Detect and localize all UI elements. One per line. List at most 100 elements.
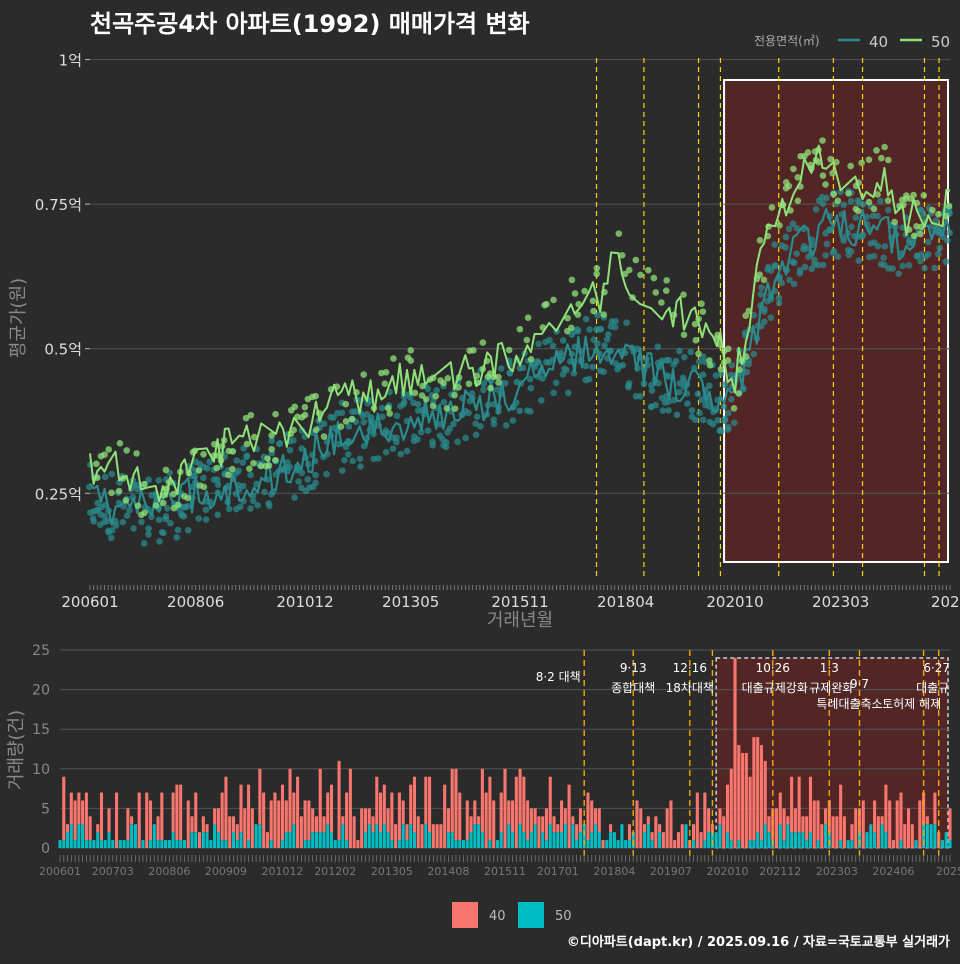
scatter-point-40 xyxy=(261,488,268,496)
bar-50 xyxy=(590,832,594,848)
bar-40 xyxy=(790,776,794,833)
scatter-point-40 xyxy=(837,188,844,196)
scatter-point-40 xyxy=(184,503,192,510)
bar-40 xyxy=(578,808,582,833)
x-tick-label: 200601 xyxy=(61,593,118,611)
bar-40 xyxy=(390,792,394,841)
x-tick-label: 201511 xyxy=(491,593,548,611)
bar-40 xyxy=(669,800,673,848)
scatter-point-50 xyxy=(213,464,221,472)
scatter-point-50 xyxy=(265,462,273,469)
scatter-point-40 xyxy=(330,414,337,421)
scatter-point-50 xyxy=(873,147,880,154)
scatter-point-40 xyxy=(338,467,346,474)
bar-50 xyxy=(477,824,481,848)
bar-50 xyxy=(767,832,771,848)
scatter-point-40 xyxy=(173,534,181,541)
scatter-point-50 xyxy=(272,410,279,418)
scatter-point-50 xyxy=(680,291,687,298)
scatter-point-40 xyxy=(366,397,374,405)
scatter-point-50 xyxy=(229,465,236,473)
bar-40 xyxy=(273,792,277,848)
scatter-point-40 xyxy=(502,422,510,429)
bar-50 xyxy=(292,824,296,848)
bar-40 xyxy=(277,800,281,848)
bar-40 xyxy=(488,776,492,841)
scatter-point-50 xyxy=(342,400,350,408)
scatter-point-50 xyxy=(917,230,924,238)
bar-50 xyxy=(182,840,186,848)
bar-40 xyxy=(744,752,748,848)
bar-40 xyxy=(179,784,183,841)
scatter-point-40 xyxy=(681,353,688,361)
bar-40 xyxy=(171,792,175,833)
scatter-point-40 xyxy=(225,505,233,513)
scatter-point-40 xyxy=(699,371,707,379)
bar-50 xyxy=(465,840,469,848)
bar-40 xyxy=(175,784,179,841)
scatter-point-40 xyxy=(286,446,294,454)
y-tick-label: 10 xyxy=(32,762,50,778)
scatter-point-40 xyxy=(356,455,364,462)
bar-40 xyxy=(443,784,447,848)
scatter-point-50 xyxy=(141,480,148,488)
bar-50 xyxy=(499,832,503,848)
scatter-point-50 xyxy=(724,345,732,353)
scatter-point-40 xyxy=(290,437,297,444)
scatter-point-40 xyxy=(793,250,800,257)
scatter-point-40 xyxy=(665,373,673,380)
bar-40 xyxy=(707,808,711,833)
scatter-point-40 xyxy=(648,381,655,389)
scatter-point-40 xyxy=(564,389,572,397)
bar-40 xyxy=(793,808,797,833)
scatter-point-50 xyxy=(590,307,597,315)
scatter-point-50 xyxy=(225,471,232,479)
bar-50 xyxy=(495,840,499,848)
bar-40 xyxy=(511,800,515,833)
scatter-point-40 xyxy=(140,540,148,547)
scatter-point-50 xyxy=(419,382,426,390)
bar-40 xyxy=(477,816,481,825)
scatter-point-40 xyxy=(889,265,896,272)
bar-50 xyxy=(88,840,92,848)
bar-40 xyxy=(680,824,684,848)
scatter-point-40 xyxy=(714,416,721,424)
y-tick-label: 0.25억 xyxy=(35,485,82,503)
scatter-point-40 xyxy=(349,457,357,465)
scatter-point-40 xyxy=(811,256,818,264)
scatter-point-40 xyxy=(268,437,276,445)
bar-50 xyxy=(379,832,383,848)
scatter-point-50 xyxy=(637,271,644,279)
scatter-point-40 xyxy=(859,201,867,208)
bar-40 xyxy=(658,824,662,833)
bar-40 xyxy=(235,824,239,841)
scatter-point-50 xyxy=(695,350,702,358)
scatter-point-40 xyxy=(563,366,570,374)
scatter-point-50 xyxy=(706,357,713,364)
scatter-point-50 xyxy=(865,198,873,206)
scatter-point-50 xyxy=(794,197,802,205)
bar-40 xyxy=(725,784,730,833)
scatter-point-40 xyxy=(724,423,732,431)
bar-50 xyxy=(578,832,582,848)
bar-40 xyxy=(337,760,341,841)
event-date-label: 9·7 xyxy=(850,677,869,691)
bar-40 xyxy=(115,792,119,848)
bar-40 xyxy=(514,776,518,848)
bar-50 xyxy=(839,840,843,848)
scatter-point-50 xyxy=(470,347,477,354)
x-tick-label: 201701 xyxy=(537,865,579,878)
bar-40 xyxy=(880,816,884,825)
bar-50 xyxy=(922,824,926,848)
bar-40 xyxy=(774,808,779,848)
scatter-point-50 xyxy=(581,287,588,295)
series-line-50 xyxy=(89,144,951,503)
scatter-point-40 xyxy=(895,270,903,277)
scatter-point-40 xyxy=(928,222,936,230)
scatter-point-40 xyxy=(247,505,254,512)
bar-50 xyxy=(156,840,160,848)
scatter-point-40 xyxy=(819,261,827,269)
bar-50 xyxy=(899,840,903,848)
scatter-point-40 xyxy=(692,416,699,424)
bar-50 xyxy=(869,824,873,848)
